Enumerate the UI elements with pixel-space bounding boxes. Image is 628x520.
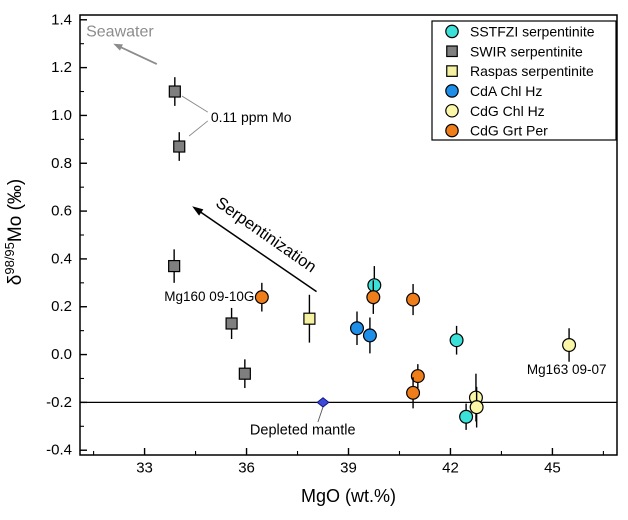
legend-marker-cdg-grt-per [445, 123, 459, 138]
data-point [168, 85, 181, 98]
data-point [303, 312, 316, 325]
diamond-marker [316, 397, 330, 408]
seawater-arrow-head [113, 43, 123, 51]
data-point [366, 290, 381, 305]
data-point [562, 338, 577, 353]
series-swir-serpentinite [168, 77, 251, 389]
ppm-connector-2 [188, 120, 209, 137]
series-cda-chl-hz [349, 311, 377, 354]
x-axis: 33 36 39 42 45 [93, 448, 604, 477]
y-tick-label: 0.6 [51, 203, 72, 220]
legend-label-cdg-chl-hz: CdG Chl Hz [470, 103, 545, 119]
series-cdg-chl-hz [468, 328, 577, 428]
seawater-arrow [113, 43, 158, 65]
legend: SSTFZI serpentinite SWIR serpentinite Rasp… [431, 20, 617, 141]
x-tick-label: 42 [442, 460, 459, 477]
mg160-label: Mg160 09-10G [164, 289, 254, 304]
serpentinization-arrow [192, 206, 317, 293]
legend-box [431, 20, 617, 141]
data-point [349, 321, 364, 336]
y-tick-label: -0.2 [46, 394, 72, 411]
legend-item-sstfzi-serpentinite: SSTFZI serpentinite [445, 23, 595, 39]
x-axis-title: MgO (wt.%) [301, 486, 396, 506]
legend-marker-cda-chl-hz [445, 84, 459, 98]
y-tick-label: 0.2 [51, 298, 72, 315]
legend-item-swir-serpentinite: SWIR serpentinite [446, 43, 583, 59]
legend-label-sstfzi-serpentinite: SSTFZI serpentinite [470, 23, 595, 39]
seawater-label: Seawater [86, 23, 154, 40]
y-tick-label: 0.0 [51, 346, 72, 363]
data-point [406, 292, 421, 307]
legend-marker-swir-serpentinite [446, 45, 458, 58]
legend-item-raspas-serpentinite: Raspas serpentinite [446, 63, 594, 79]
data-point [254, 290, 269, 305]
legend-label-swir-serpentinite: SWIR serpentinite [470, 43, 583, 59]
legend-item-cdg-grt-per: CdG Grt Per [445, 123, 548, 139]
serpentinization-arrow-head [192, 206, 204, 216]
data-point [406, 385, 421, 400]
legend-marker-sstfzi-serpentinite [445, 24, 459, 39]
y-tick-label: 0.8 [51, 155, 72, 172]
x-tick-label: 39 [340, 460, 357, 477]
legend-label-cdg-grt-per: CdG Grt Per [470, 123, 548, 139]
legend-label-cda-chl-hz: CdA Chl Hz [470, 83, 542, 99]
data-point [367, 278, 382, 293]
legend-item-cda-chl-hz: CdA Chl Hz [445, 83, 542, 99]
data-point [469, 400, 484, 415]
depleted-mantle-point [316, 397, 330, 408]
data-point [459, 409, 474, 424]
data-point [449, 333, 464, 348]
x-tick-label: 33 [136, 460, 153, 477]
depleted-mantle-label: Depleted mantle [250, 423, 356, 439]
plot-frame [79, 14, 618, 456]
data-point [238, 367, 251, 380]
y-tick-label: -0.4 [46, 442, 72, 459]
y-tick-label: 0.4 [51, 250, 72, 267]
legend-item-cdg-chl-hz: CdG Chl Hz [445, 103, 545, 119]
depleted-connector [317, 406, 324, 423]
data-point [225, 317, 238, 330]
legend-marker-raspas-serpentinite [446, 65, 458, 77]
data-point [168, 259, 181, 273]
data-point [410, 369, 425, 384]
ppm-connector-1 [181, 95, 209, 113]
x-tick-label: 45 [544, 460, 561, 477]
data-point [362, 328, 377, 343]
ppm-mo-label: 0.11 ppm Mo [211, 109, 292, 125]
data-point [173, 140, 186, 153]
series-cdg-grt-per [254, 280, 425, 409]
legend-marker-cdg-chl-hz [445, 103, 459, 118]
y-tick-label: 1.4 [51, 11, 72, 28]
mg163-label: Mg163 09-07 [527, 362, 607, 377]
y-tick-label: 1.0 [51, 107, 72, 124]
series-sstfzi-serpentinite [367, 266, 474, 430]
series-raspas-serpentinite [303, 294, 316, 343]
y-axis: 1.4 1.2 1.0 0.8 0.6 0.4 0.2 0.0 -0.2 -0.4 [46, 11, 87, 459]
y-tick-label: 1.2 [51, 59, 72, 76]
x-tick-label: 36 [238, 460, 255, 477]
y-axis-title: δ98/95Mo (‰) [2, 179, 26, 285]
legend-label-raspas-serpentinite: Raspas serpentinite [470, 63, 594, 79]
